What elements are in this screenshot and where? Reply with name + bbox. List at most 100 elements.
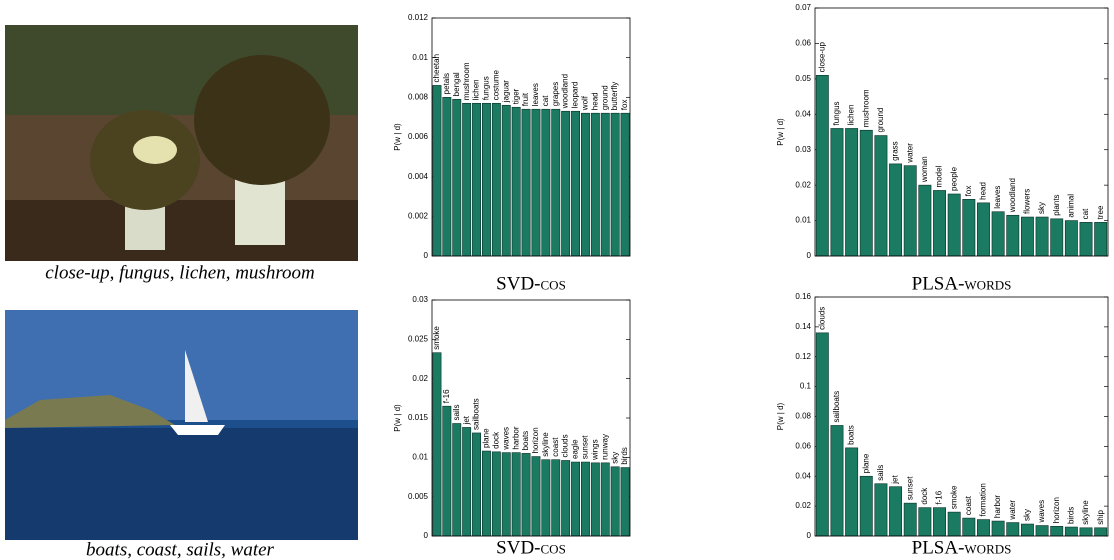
bar-word-label: fungus [832, 101, 841, 125]
bar-word-label: cat [541, 95, 550, 106]
bar [531, 108, 541, 257]
bar-word-label: mushroom [861, 89, 870, 127]
bar-word-label: runway [600, 434, 609, 460]
bar [472, 432, 482, 537]
y-tick-label: 0.03 [795, 145, 811, 154]
y-tick-label: 0.04 [795, 109, 811, 118]
bar [1006, 522, 1020, 537]
bar [481, 450, 491, 537]
y-tick-label: 0.05 [795, 74, 811, 83]
y-tick-label: 0.01 [795, 216, 811, 225]
bar-word-label: lichen [472, 79, 481, 100]
bar [600, 462, 610, 537]
bar [962, 517, 976, 537]
bar [580, 461, 590, 537]
bar [859, 129, 873, 257]
y-tick-label: 0.12 [795, 352, 811, 361]
y-tick-label: 0.004 [408, 172, 429, 181]
bar [600, 112, 610, 257]
bar-word-label: leopard [571, 82, 580, 109]
bar [903, 502, 917, 537]
bar-word-label: wolf [581, 95, 590, 111]
bar [452, 423, 462, 537]
bar-word-label: fungus [482, 76, 491, 100]
bar-word-label: birds [1066, 507, 1075, 524]
y-tick-label: 0.01 [412, 53, 428, 62]
bar-word-label: clouds [561, 434, 570, 457]
bar-word-label: skyline [1081, 500, 1090, 525]
bar [1020, 523, 1034, 537]
chart-title: PLSA-words [912, 537, 1012, 558]
bar-word-label: water [1008, 500, 1017, 521]
bar-word-label: sails [876, 465, 885, 481]
bar-word-label: close-up [817, 42, 826, 73]
bar [501, 452, 511, 537]
bar-word-label: tiger [511, 88, 520, 104]
y-tick-label: 0 [807, 251, 812, 260]
bar [511, 452, 521, 537]
bar-word-label: woodland [561, 74, 570, 109]
bar [531, 456, 541, 537]
bar-word-label: formation [979, 483, 988, 516]
y-tick-label: 0.1 [800, 382, 812, 391]
bar-word-label: sky [610, 452, 619, 464]
bar [903, 165, 917, 257]
bar-word-label: leaves [993, 186, 1002, 209]
bar-word-label: sailboats [832, 391, 841, 423]
bar [874, 483, 888, 537]
chart-title: SVD-cos [496, 273, 566, 294]
y-axis-label: P(w | d) [393, 123, 402, 151]
bar [442, 405, 452, 537]
y-tick-label: 0.015 [408, 413, 429, 422]
bar [947, 193, 961, 257]
bar-word-label: dock [920, 487, 929, 505]
bar-word-label: sunset [905, 476, 914, 500]
bar [620, 112, 630, 257]
bar-word-label: jaguar [501, 80, 510, 104]
bar [462, 102, 472, 257]
bar [1064, 526, 1078, 537]
bar [1035, 525, 1049, 537]
bar-word-label: waves [501, 427, 510, 451]
bar [1006, 214, 1020, 257]
bar [889, 163, 903, 257]
bar-word-label: people [949, 166, 958, 191]
bar-word-label: jet [462, 415, 471, 425]
bar-word-label: plane [482, 428, 491, 448]
bar [452, 99, 462, 257]
bar-word-label: woodland [1008, 178, 1017, 213]
y-tick-label: 0 [424, 531, 429, 540]
bar-word-label: fruit [521, 92, 530, 106]
mushroom-photo [5, 25, 358, 261]
plot-frame [431, 17, 631, 257]
y-tick-label: 0 [807, 531, 812, 540]
y-tick-label: 0.14 [795, 322, 811, 331]
plot-frame [814, 296, 1109, 537]
bar-word-label: jet [891, 474, 900, 484]
y-tick-label: 0.008 [408, 92, 429, 101]
bar-word-label: plants [1052, 194, 1061, 215]
plot-frame [431, 299, 631, 537]
bar-word-label: model [935, 165, 944, 187]
bar [432, 85, 442, 257]
bar [561, 110, 571, 257]
bar-word-label: costume [491, 69, 500, 100]
bar [1094, 527, 1108, 537]
bar [830, 425, 844, 537]
bar [874, 135, 888, 257]
y-tick-label: 0.02 [412, 374, 428, 383]
bar-word-label: harbor [511, 426, 520, 449]
bar [933, 507, 946, 537]
bar [571, 461, 581, 537]
bar [481, 102, 491, 257]
y-tick-label: 0.005 [408, 492, 429, 501]
y-tick-label: 0.06 [795, 441, 811, 450]
bar-word-label: sunset [581, 435, 590, 459]
bar-word-label: horizon [531, 427, 540, 453]
bar-word-label: water [905, 143, 914, 164]
y-axis-label: P(w | d) [776, 402, 785, 430]
bar-word-label: birds [620, 447, 629, 464]
y-tick-label: 0.16 [795, 292, 811, 301]
bar [462, 427, 472, 537]
bar [815, 75, 829, 257]
